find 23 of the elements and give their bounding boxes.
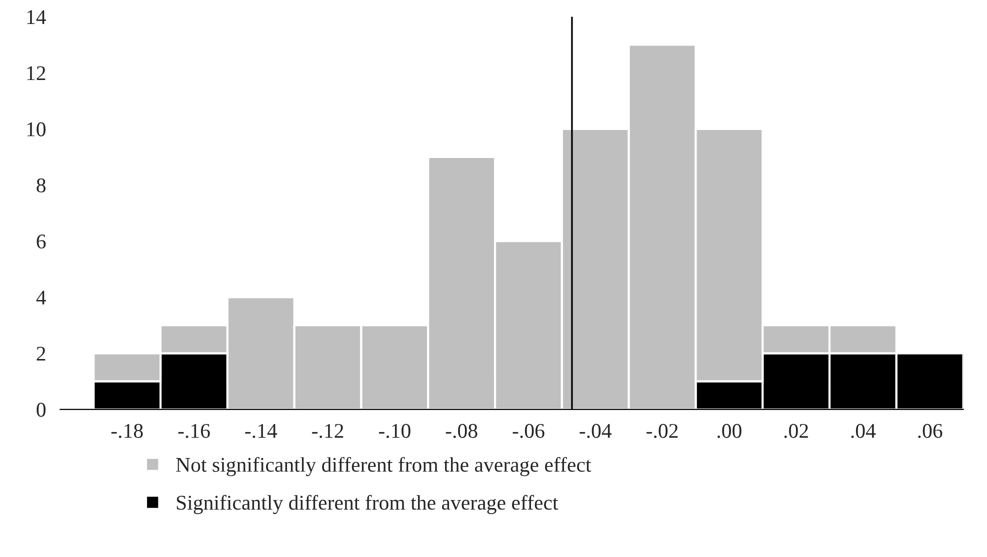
x-tick-label: -.06: [512, 424, 544, 438]
x-tick-label: -.12: [312, 424, 344, 438]
x-tick-label: -.02: [646, 424, 678, 438]
x-tick-label: -.04: [580, 424, 612, 438]
x-tick-label: -.16: [178, 424, 210, 438]
y-tick-label: 4: [36, 290, 46, 304]
y-tick-label: 8: [36, 178, 46, 192]
y-tick-label: 0: [36, 402, 46, 417]
x-tick-label: .00: [718, 424, 742, 438]
y-tick-label: 14: [27, 10, 46, 24]
legend-label: Not significantly different from the average effect: [176, 456, 592, 476]
x-tick-label: .02: [784, 424, 808, 438]
x-tick-label: .04: [851, 424, 876, 438]
x-tick-label: -.10: [378, 424, 410, 438]
x-tick-label: -.14: [245, 424, 278, 438]
x-tick-label: -.18: [111, 424, 143, 438]
y-tick-label: 6: [36, 234, 46, 249]
y-tick-label: 2: [36, 346, 46, 361]
y-tick-label: 10: [27, 122, 46, 136]
x-tick-label: .06: [918, 424, 942, 438]
legend-label: Significantly different from the average effect: [176, 494, 558, 514]
x-tick-label: -.08: [446, 424, 478, 438]
y-tick-label: 12: [27, 66, 46, 80]
